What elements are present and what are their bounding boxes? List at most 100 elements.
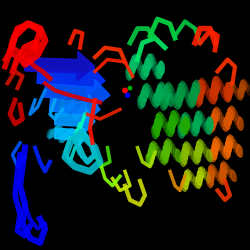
Polygon shape — [55, 108, 95, 134]
Ellipse shape — [229, 169, 234, 180]
Ellipse shape — [182, 114, 188, 127]
Ellipse shape — [239, 87, 244, 98]
Ellipse shape — [220, 171, 226, 183]
Ellipse shape — [211, 148, 217, 160]
Ellipse shape — [200, 114, 205, 127]
Ellipse shape — [182, 83, 188, 97]
Ellipse shape — [133, 54, 139, 68]
Ellipse shape — [182, 121, 188, 134]
Ellipse shape — [216, 138, 222, 151]
Ellipse shape — [151, 141, 157, 154]
Ellipse shape — [61, 107, 66, 117]
Ellipse shape — [147, 54, 152, 68]
Ellipse shape — [166, 92, 171, 105]
Ellipse shape — [194, 150, 200, 162]
Ellipse shape — [214, 107, 220, 120]
Ellipse shape — [204, 121, 210, 134]
Ellipse shape — [205, 148, 210, 160]
Ellipse shape — [163, 145, 169, 158]
Ellipse shape — [148, 148, 154, 161]
Ellipse shape — [151, 93, 156, 106]
Ellipse shape — [223, 147, 229, 160]
Ellipse shape — [158, 61, 164, 75]
Ellipse shape — [208, 170, 214, 182]
Ellipse shape — [162, 119, 168, 132]
Ellipse shape — [148, 54, 154, 68]
Ellipse shape — [220, 163, 226, 175]
Ellipse shape — [189, 147, 194, 159]
Ellipse shape — [72, 108, 77, 118]
Polygon shape — [49, 95, 100, 122]
Ellipse shape — [186, 92, 192, 106]
Ellipse shape — [210, 164, 216, 176]
Ellipse shape — [182, 148, 188, 160]
Ellipse shape — [140, 94, 145, 107]
Ellipse shape — [224, 87, 231, 101]
Ellipse shape — [234, 86, 238, 97]
Ellipse shape — [146, 85, 152, 98]
Ellipse shape — [213, 77, 220, 91]
Ellipse shape — [188, 94, 194, 108]
Ellipse shape — [153, 123, 160, 137]
Ellipse shape — [190, 122, 196, 136]
Ellipse shape — [162, 150, 168, 163]
Ellipse shape — [230, 82, 234, 92]
Ellipse shape — [195, 178, 200, 188]
Ellipse shape — [53, 126, 58, 135]
Ellipse shape — [222, 161, 228, 173]
Ellipse shape — [148, 89, 154, 102]
Ellipse shape — [235, 144, 240, 156]
Ellipse shape — [207, 89, 214, 104]
Ellipse shape — [194, 92, 201, 107]
Ellipse shape — [130, 60, 136, 74]
Ellipse shape — [222, 87, 229, 102]
Ellipse shape — [58, 128, 63, 136]
Ellipse shape — [140, 65, 145, 79]
Ellipse shape — [211, 114, 217, 126]
Ellipse shape — [192, 82, 198, 96]
Ellipse shape — [193, 177, 198, 188]
Ellipse shape — [168, 94, 173, 106]
Ellipse shape — [142, 85, 148, 98]
Ellipse shape — [160, 152, 166, 165]
Ellipse shape — [174, 95, 180, 109]
Ellipse shape — [132, 56, 137, 69]
Ellipse shape — [155, 65, 160, 79]
Ellipse shape — [146, 154, 152, 167]
Ellipse shape — [227, 86, 232, 97]
Ellipse shape — [186, 169, 191, 180]
Ellipse shape — [74, 110, 78, 120]
Ellipse shape — [168, 120, 174, 134]
Ellipse shape — [200, 167, 205, 177]
Ellipse shape — [154, 93, 160, 106]
Point — [126, 93, 130, 97]
Ellipse shape — [192, 123, 198, 136]
Ellipse shape — [60, 104, 65, 114]
Ellipse shape — [153, 143, 159, 156]
Ellipse shape — [198, 171, 202, 182]
Ellipse shape — [178, 118, 184, 132]
Ellipse shape — [244, 82, 249, 92]
Ellipse shape — [128, 64, 134, 78]
Ellipse shape — [56, 124, 61, 133]
Ellipse shape — [214, 169, 220, 180]
Ellipse shape — [205, 172, 210, 183]
Ellipse shape — [202, 118, 208, 131]
Ellipse shape — [166, 82, 172, 97]
Ellipse shape — [166, 139, 172, 152]
Ellipse shape — [208, 120, 214, 133]
Ellipse shape — [194, 80, 200, 94]
Ellipse shape — [190, 92, 196, 106]
Ellipse shape — [197, 111, 203, 124]
Ellipse shape — [197, 85, 203, 99]
Ellipse shape — [180, 154, 186, 166]
Ellipse shape — [184, 175, 189, 186]
Ellipse shape — [202, 80, 208, 95]
Ellipse shape — [158, 112, 164, 126]
Ellipse shape — [200, 141, 205, 153]
Ellipse shape — [217, 79, 224, 94]
Polygon shape — [37, 64, 105, 96]
Ellipse shape — [156, 114, 162, 127]
Ellipse shape — [153, 62, 158, 76]
Ellipse shape — [196, 141, 202, 154]
